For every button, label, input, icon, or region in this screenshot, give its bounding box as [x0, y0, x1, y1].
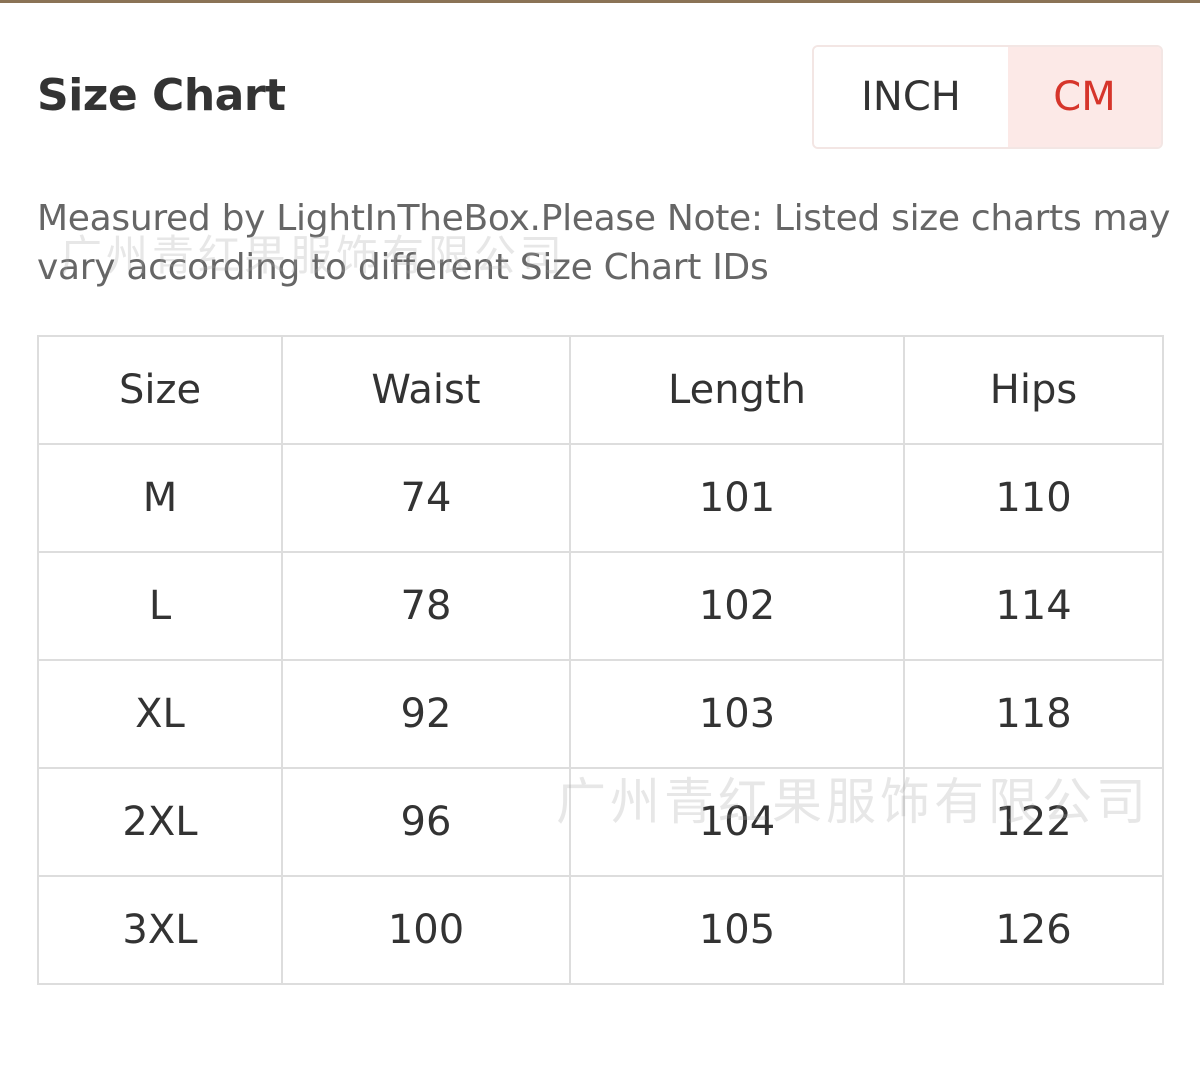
unit-toggle[interactable]: INCH CM	[812, 45, 1163, 149]
unit-option-inch[interactable]: INCH	[814, 47, 1008, 147]
unit-option-cm[interactable]: CM	[1008, 47, 1161, 147]
column-header: Waist	[281, 335, 571, 445]
table-row: XL 92 103 118	[37, 659, 1164, 769]
table-cell: 104	[569, 767, 905, 877]
table-cell: 102	[569, 551, 905, 661]
table-cell: M	[37, 443, 283, 553]
column-header: Size	[37, 335, 283, 445]
table-cell: 100	[281, 875, 571, 985]
table-cell: 110	[903, 443, 1164, 553]
table-cell: 96	[281, 767, 571, 877]
table-cell: 105	[569, 875, 905, 985]
table-cell: L	[37, 551, 283, 661]
table-cell: 103	[569, 659, 905, 769]
table-row: L 78 102 114	[37, 551, 1164, 661]
table-cell: 122	[903, 767, 1164, 877]
page-title: Size Chart	[37, 70, 286, 121]
table-cell: 118	[903, 659, 1164, 769]
size-table: Size Waist Length Hips M 74 101 110 L 78 102 114 XL 9…	[37, 335, 1164, 985]
table-cell: XL	[37, 659, 283, 769]
table-cell: 2XL	[37, 767, 283, 877]
column-header: Length	[569, 335, 905, 445]
table-row: 3XL 100 105 126	[37, 875, 1164, 985]
header-row: Size Waist Length Hips	[37, 335, 1164, 445]
table-row: 2XL 96 104 122	[37, 767, 1164, 877]
table-cell: 3XL	[37, 875, 283, 985]
table-cell: 78	[281, 551, 571, 661]
table-cell: 74	[281, 443, 571, 553]
table-cell: 92	[281, 659, 571, 769]
column-header: Hips	[903, 335, 1164, 445]
size-note: Measured by LightInTheBox.Please Note: L…	[37, 198, 1171, 288]
table-cell: 126	[903, 875, 1164, 985]
top-image-edge	[0, 0, 1200, 3]
table-cell: 101	[569, 443, 905, 553]
table-row: M 74 101 110	[37, 443, 1164, 553]
table-cell: 114	[903, 551, 1164, 661]
